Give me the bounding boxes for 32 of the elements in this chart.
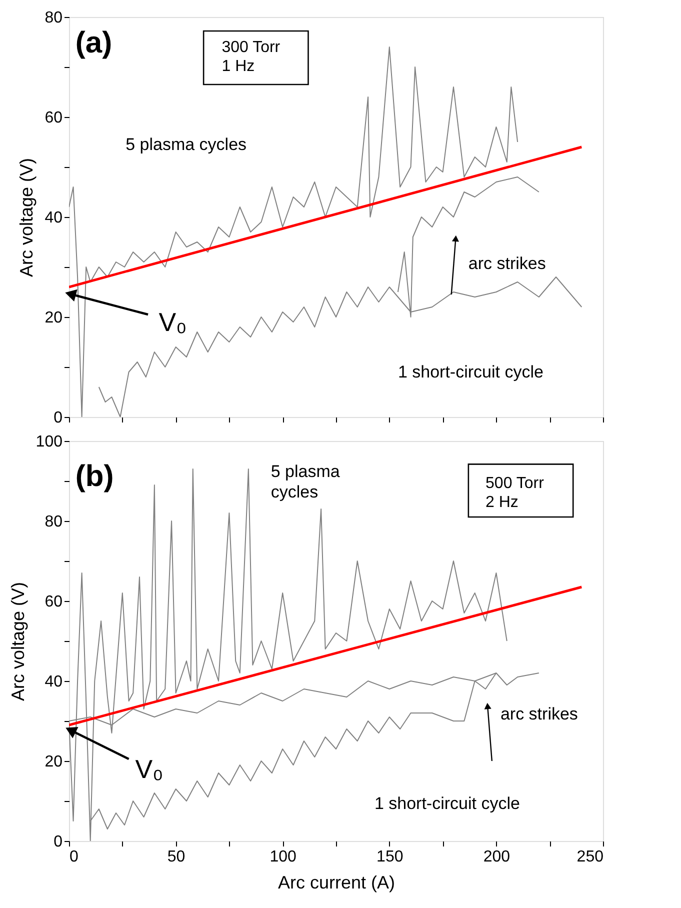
y-tick-label: 20 [44, 754, 63, 770]
y-tick-label: 60 [44, 110, 63, 126]
y-tick-label: 80 [44, 514, 63, 530]
x-tick-label: 250 [576, 848, 604, 866]
annotation: 1 short-circuit cycle [374, 794, 520, 813]
x-tick-label: 150 [376, 848, 404, 866]
annotation: 300 Torr 1 Hz [222, 39, 281, 76]
annotation: 5 plasma cycles [126, 135, 247, 154]
x-tick-label: 100 [270, 848, 297, 866]
x-tick-label: 0 [70, 848, 78, 866]
annotation: (b) [75, 460, 114, 493]
y-tick-label: 20 [44, 310, 63, 326]
annotation: 500 Torr 2 Hz [486, 475, 545, 512]
x-axis-title: Arc current (A) [278, 872, 396, 892]
annotation: V₀ [158, 307, 187, 337]
annotation: arc strikes [468, 254, 546, 273]
annotation: V₀ [135, 754, 164, 784]
y-tick-label: 60 [44, 594, 63, 610]
annotation: (a) [75, 26, 112, 60]
x-tick-label: 200 [483, 848, 510, 866]
y-tick-label: 40 [44, 210, 63, 226]
y-tick-label: 0 [54, 834, 63, 850]
y-tick-label: 100 [36, 434, 63, 450]
annotation: 1 short-circuit cycle [398, 362, 544, 382]
x-tick-label: 50 [167, 848, 186, 866]
y-tick-label: 40 [44, 674, 63, 690]
y-axis-title: Arc voltage (V) [16, 158, 37, 278]
annotation: 5 plasma cycles [270, 462, 340, 502]
annotation: arc strikes [500, 704, 578, 724]
y-tick-label: 0 [54, 410, 63, 426]
y-tick-label: 80 [44, 10, 63, 26]
y-axis-title: Arc voltage (V) [8, 582, 28, 702]
